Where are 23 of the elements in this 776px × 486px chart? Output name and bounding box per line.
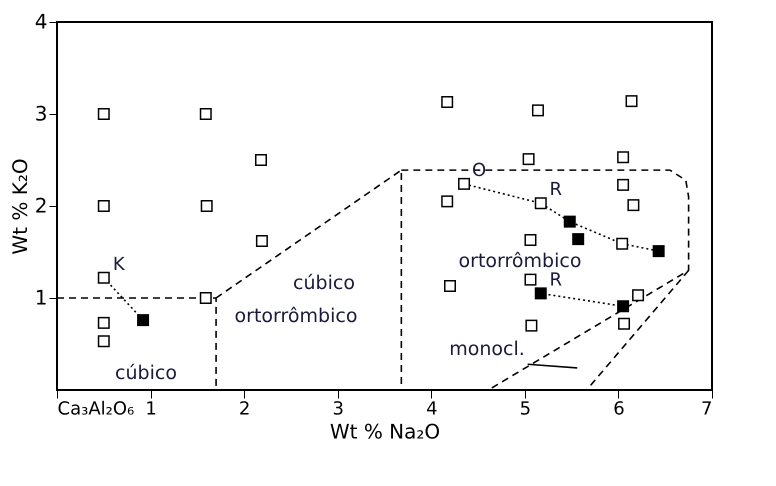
x-tick-label: Ca₃Al₂O₆: [58, 398, 134, 420]
y-tick-label: 1: [34, 286, 48, 310]
x-tick-label: 1: [145, 398, 157, 420]
x-tick-label: 7: [701, 398, 712, 420]
y-tick-label: 3: [34, 102, 48, 126]
x-tick-label: 4: [426, 398, 438, 420]
x-tick-label: 2: [238, 398, 250, 420]
annotation: R: [550, 269, 562, 290]
annotation: K: [112, 254, 126, 275]
annotation: cúbico: [115, 362, 177, 384]
y-axis-title: Wt % K₂O: [8, 158, 32, 255]
x-tick-label: 5: [520, 398, 532, 420]
x-tick-label: 3: [332, 398, 344, 420]
x-tick-label: 6: [613, 398, 625, 420]
annotation: ortorrômbico: [234, 305, 358, 327]
annotation: R: [550, 179, 562, 200]
annotation: ortorrômbico: [458, 250, 582, 272]
y-tick-label: 2: [34, 194, 48, 218]
annotation: cúbico: [293, 272, 355, 294]
y-tick-label: 4: [34, 10, 48, 34]
annotation: O: [472, 160, 486, 181]
annotation: monocl.: [449, 338, 525, 360]
x-axis-title: Wt % Na₂O: [330, 420, 440, 444]
